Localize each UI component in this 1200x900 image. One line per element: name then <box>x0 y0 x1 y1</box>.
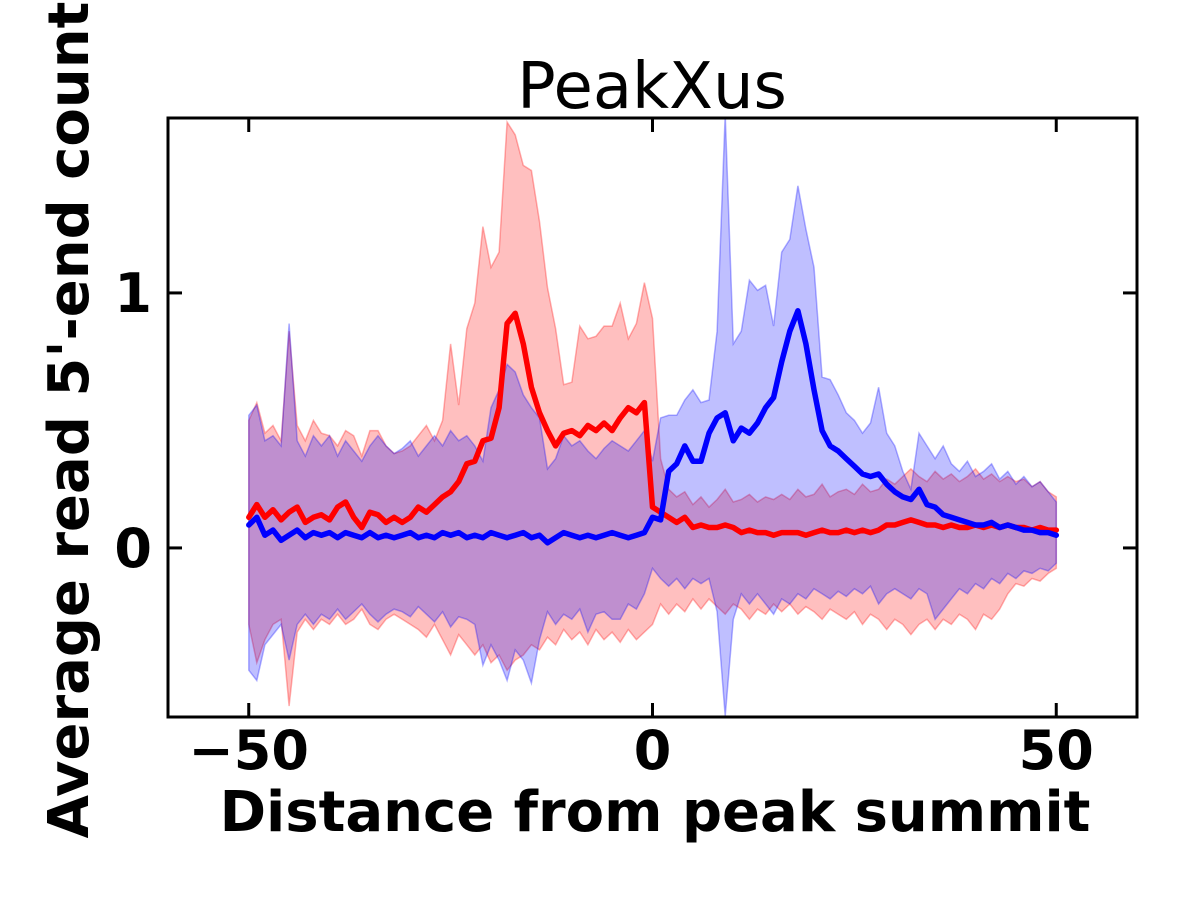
blue-mean-with-band-band <box>248 118 1058 717</box>
red-mean-with-band-line <box>246 310 1060 538</box>
mean-lines <box>246 308 1060 546</box>
x-axis-label: Distance from peak summit <box>220 780 1091 845</box>
blue-mean-with-band-line <box>246 308 1060 546</box>
x-tick-label: 50 <box>1019 719 1094 782</box>
y-tick-label: 0 <box>114 517 152 580</box>
axis-ticks <box>168 118 1137 717</box>
chart-title: PeakXus <box>517 50 787 124</box>
y-tick-label: 1 <box>114 262 152 325</box>
x-tick-label: 0 <box>634 719 672 782</box>
axis-tick-labels: −50 0 50 0 1 <box>114 262 1093 782</box>
y-axis-label: Average read 5'-end count <box>37 2 102 839</box>
red-mean-with-band-band <box>248 119 1058 707</box>
confidence-bands <box>248 118 1058 717</box>
x-tick-label: −50 <box>189 719 309 782</box>
